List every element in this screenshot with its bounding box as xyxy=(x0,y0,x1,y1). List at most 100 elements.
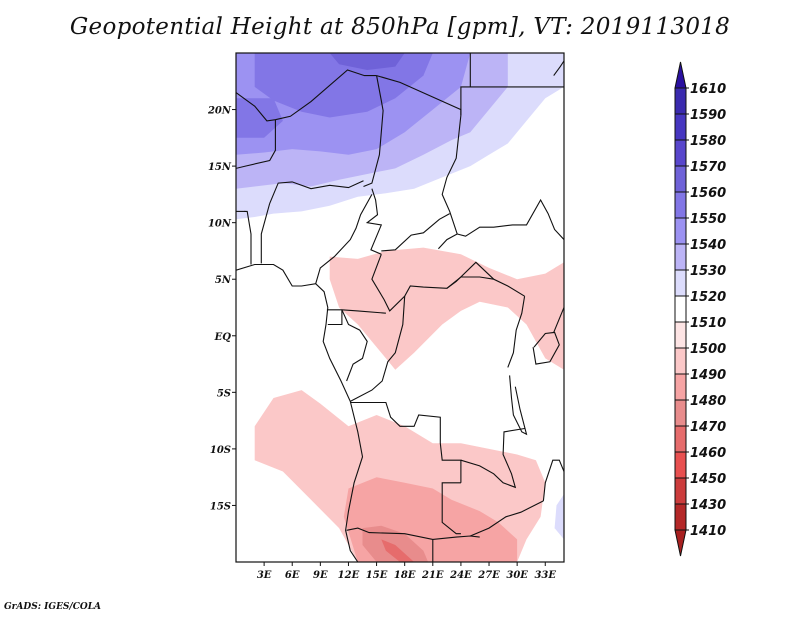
x-tick-label: 12E xyxy=(338,570,360,581)
colorbar-label: 1470 xyxy=(690,420,726,435)
colorbar-label: 1570 xyxy=(690,160,726,175)
x-tick-label: 9E xyxy=(313,570,328,581)
colorbar-box xyxy=(674,191,687,219)
border-malawi-moz xyxy=(542,459,564,501)
contour-fill-1480-south xyxy=(362,525,429,562)
contour-fill-1470-south xyxy=(381,539,415,562)
colorbar-box xyxy=(674,425,687,453)
y-tick-label: 5N xyxy=(215,275,232,286)
border-eqguinea xyxy=(327,309,343,326)
border-benin-nigeria xyxy=(260,203,271,264)
colorbar-label: 1550 xyxy=(690,212,726,227)
x-tick-label: 27E xyxy=(477,570,500,581)
border-niger-chad xyxy=(363,75,384,188)
border-cameroon-chad xyxy=(365,188,383,255)
y-tick-label: 10S xyxy=(210,445,231,456)
contour-fill-1520-sw xyxy=(236,488,349,562)
x-tick-label: 24E xyxy=(449,570,472,581)
border-libya-egypt xyxy=(460,53,471,116)
colorbar-label: 1410 xyxy=(690,524,726,539)
border-zambia-zimbabwe xyxy=(470,500,544,537)
colorbar-label: 1460 xyxy=(690,446,726,461)
colorbar-box xyxy=(674,243,687,271)
colorbar-label: 1590 xyxy=(690,108,726,123)
chart-title: Geopotential Height at 850hPa [gpm], VT:… xyxy=(69,14,731,40)
colorbar-label: 1580 xyxy=(690,134,726,149)
border-chad-sudan xyxy=(437,115,462,250)
border-drc-uganda xyxy=(507,296,526,368)
colorbar-extend-bottom xyxy=(674,529,687,557)
contour-fill-1520-se xyxy=(540,460,564,562)
colorbar-label: 1530 xyxy=(690,264,726,279)
x-tick-label: 6E xyxy=(285,570,300,581)
colorbar: 1610 1590 1580 1570 1560 1550 1540 1530 1520 1510… xyxy=(674,61,726,557)
y-tick-label: 20N xyxy=(207,106,232,117)
colorbar-box xyxy=(674,139,687,167)
colorbar-extend-top xyxy=(674,61,687,89)
border-lake-tanganyika xyxy=(509,375,528,436)
colorbar-box xyxy=(674,347,687,375)
colorbar-label: 1430 xyxy=(690,498,726,513)
colorbar-box xyxy=(674,399,687,427)
colorbar-box xyxy=(674,451,687,479)
colorbar-label: 1480 xyxy=(690,394,726,409)
border-ss-car xyxy=(446,261,495,289)
y-axis: 20N 15N 10N 5N EQ 5S 10S 15S xyxy=(207,106,236,512)
x-tick-label: 33E xyxy=(534,570,556,581)
border-benin-togo xyxy=(244,210,252,265)
colorbar-box xyxy=(674,217,687,245)
colorbar-label: 1500 xyxy=(690,342,726,357)
y-tick-label: 10N xyxy=(208,219,232,230)
colorbar-box xyxy=(674,503,687,531)
colorbar-box xyxy=(674,165,687,193)
contour-fill-1530-se xyxy=(554,494,564,540)
border-lake-victoria xyxy=(532,331,560,365)
colorbar-box xyxy=(674,295,687,323)
border-niger-nigeria xyxy=(269,180,364,204)
map-frame xyxy=(235,52,565,563)
border-chad-car xyxy=(381,213,450,252)
border-algeria-niger xyxy=(236,69,377,122)
border-nigeria-cameroon xyxy=(315,194,373,284)
colorbar-box xyxy=(674,321,687,349)
border-red-sea-coast xyxy=(553,60,564,76)
border-drc-zambia xyxy=(460,427,525,489)
border-coast xyxy=(236,263,364,562)
x-tick-label: 3E xyxy=(257,570,272,581)
colorbar-label: 1520 xyxy=(690,290,726,305)
grads-credit: GrADS: IGES/COLA xyxy=(4,602,102,612)
height-field xyxy=(236,53,564,562)
x-axis: 3E 6E 9E 12E 15E 18E 21E 24E 27E 30E 33E xyxy=(257,562,556,581)
border-angola-namibia xyxy=(346,527,480,540)
colorbar-box xyxy=(674,477,687,505)
border-angola-zambia xyxy=(441,482,461,535)
colorbar-box xyxy=(674,113,687,141)
x-tick-label: 30E xyxy=(506,570,528,581)
x-tick-label: 15E xyxy=(366,570,388,581)
y-tick-label: 5S xyxy=(217,388,231,399)
colorbar-box xyxy=(674,373,687,401)
colorbar-label: 1490 xyxy=(690,368,726,383)
contour-fill-1500-car xyxy=(329,247,564,370)
colorbar-label: 1450 xyxy=(690,472,726,487)
contour-fill-1560-west xyxy=(236,98,283,138)
colorbar-label: 1510 xyxy=(690,316,726,331)
colorbar-box xyxy=(674,87,687,115)
y-tick-label: 15S xyxy=(210,501,231,512)
contour-fill-1560-north xyxy=(254,53,433,118)
border-cameroon-gabon xyxy=(326,309,386,314)
colorbar-label: 1560 xyxy=(690,186,726,201)
colorbar-box xyxy=(674,269,687,297)
x-tick-label: 21E xyxy=(421,570,444,581)
border-mali-niger xyxy=(236,119,276,169)
colorbar-label: 1610 xyxy=(690,82,726,97)
border-congo-drc xyxy=(350,296,406,402)
country-borders xyxy=(236,53,564,562)
x-tick-label: 18E xyxy=(394,570,416,581)
border-drc-angola xyxy=(350,401,462,483)
y-tick-label: 15N xyxy=(208,162,232,173)
contour-fill-1570-north xyxy=(329,53,405,70)
border-uganda-kenya xyxy=(553,307,564,333)
border-sudan-southsudan xyxy=(457,198,564,240)
